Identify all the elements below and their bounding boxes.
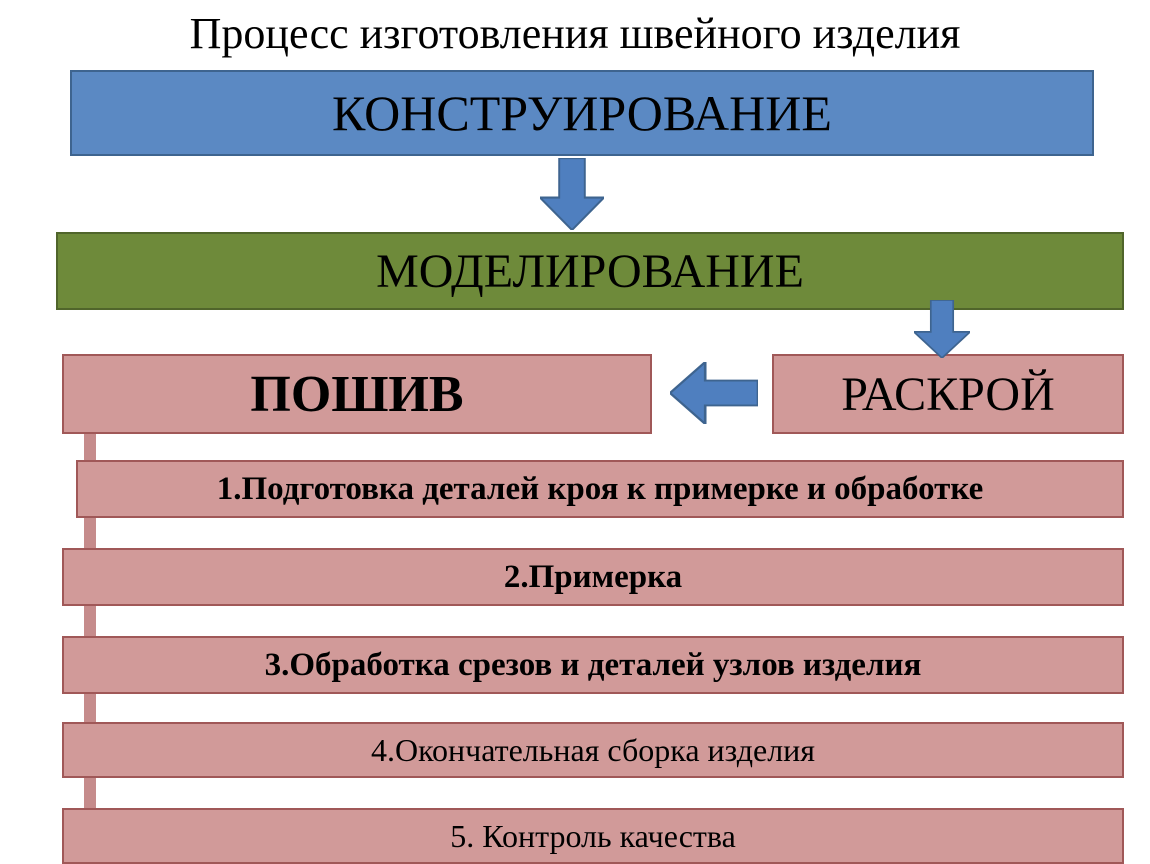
page-title: Процесс изготовления швейного изделия [0, 8, 1150, 59]
title-text: Процесс изготовления швейного изделия [190, 9, 961, 58]
box-model: МОДЕЛИРОВАНИЕ [56, 232, 1124, 310]
box-step4-label: 4.Окончательная сборка изделия [371, 732, 815, 769]
box-raskroy-label: РАСКРОЙ [841, 367, 1054, 422]
box-step2-label: 2.Примерка [504, 559, 682, 596]
arrow-down-icon [540, 158, 604, 230]
arrow-left-icon [670, 362, 758, 424]
box-construct-label: КОНСТРУИРОВАНИЕ [332, 84, 832, 142]
box-step3: 3.Обработка срезов и деталей узлов издел… [62, 636, 1124, 694]
box-construct: КОНСТРУИРОВАНИЕ [70, 70, 1094, 156]
box-raskroy: РАСКРОЙ [772, 354, 1124, 434]
box-step5: 5. Контроль качества [62, 808, 1124, 864]
box-step1: 1.Подготовка деталей кроя к примерке и о… [76, 460, 1124, 518]
box-step3-label: 3.Обработка срезов и деталей узлов издел… [265, 647, 922, 684]
box-poshiv-label: ПОШИВ [250, 365, 463, 424]
box-model-label: МОДЕЛИРОВАНИЕ [376, 244, 804, 299]
arrow-down-icon [914, 300, 970, 358]
box-poshiv: ПОШИВ [62, 354, 652, 434]
box-step4: 4.Окончательная сборка изделия [62, 722, 1124, 778]
box-step5-label: 5. Контроль качества [450, 818, 736, 855]
box-step1-label: 1.Подготовка деталей кроя к примерке и о… [217, 471, 983, 508]
box-step2: 2.Примерка [62, 548, 1124, 606]
